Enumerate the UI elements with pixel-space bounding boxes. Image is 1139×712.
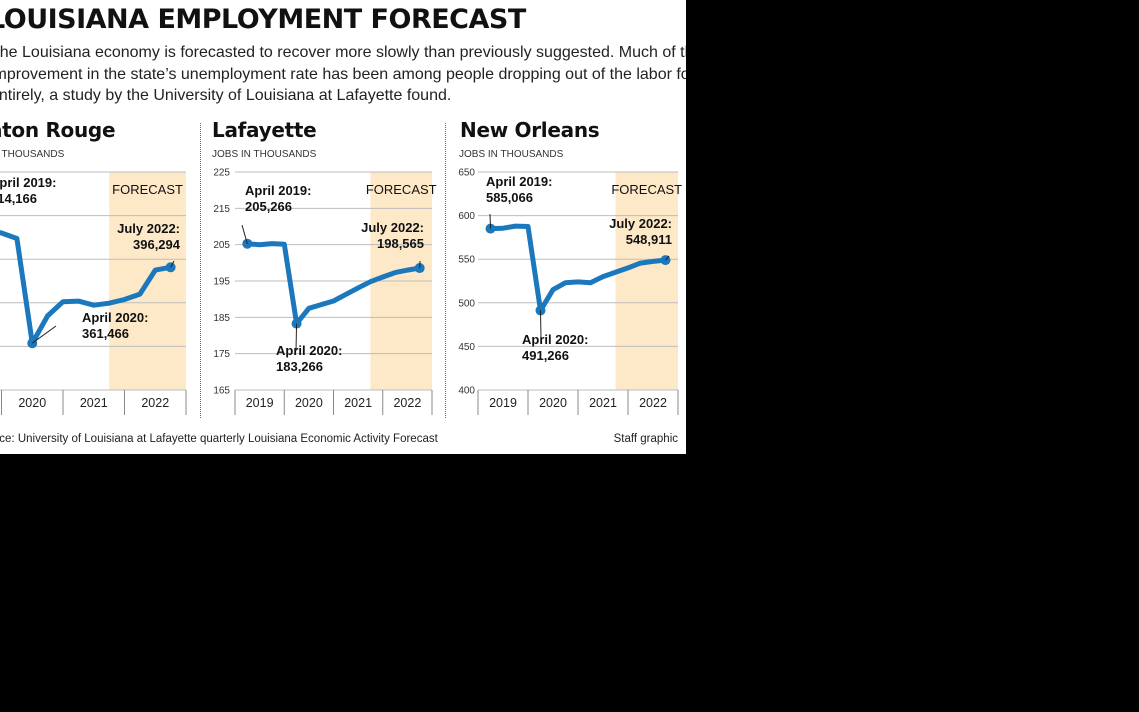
chart-panel-new-orleans: New Orleans JOBS IN THOUSANDS FORECAST 40… (445, 115, 686, 425)
forecast-label: FORECAST (112, 182, 183, 197)
panel-unit-label: JOBS IN THOUSANDS (459, 149, 564, 160)
data-label-date: July 2022: (361, 220, 424, 235)
label-connector (665, 255, 670, 261)
y-tick-label: 215 (213, 204, 230, 215)
chart-panel-lafayette: Lafayette JOBS IN THOUSANDS FORECAST 165 1… (200, 115, 445, 425)
data-label-date: April 2020: (522, 332, 588, 347)
data-label-value: 361,466 (82, 326, 129, 341)
subtitle-line: improvement in the state’s unemployment … (0, 65, 686, 83)
x-tick-label: 2019 (489, 396, 517, 410)
data-label: April 2019: 585,066 (486, 174, 552, 205)
x-tick-label: 2022 (639, 396, 667, 410)
x-tick-label: 2021 (80, 396, 108, 410)
label-connector (241, 224, 248, 244)
x-tick-label: 2022 (141, 396, 169, 410)
series-line (244, 241, 423, 327)
panel-title: New Orleans (460, 118, 600, 142)
x-tick-label: 2022 (393, 396, 421, 410)
panel-unit-label: JOBS IN THOUSANDS (212, 149, 317, 160)
y-tick-label: 400 (458, 386, 475, 397)
page-title: LOUISIANA EMPLOYMENT FORECAST (0, 4, 526, 35)
forecast-band (615, 172, 678, 390)
panel-title: Lafayette (212, 118, 317, 142)
data-point (414, 263, 425, 274)
employment-forecast-graphic: LOUISIANA EMPLOYMENT FORECAST The Louisi… (0, 0, 686, 454)
y-tick-label: 500 (458, 298, 475, 309)
data-label-value: 548,911 (626, 232, 672, 247)
data-label-date: July 2022: (117, 221, 180, 236)
data-label: April 2020: 361,466 (82, 310, 148, 341)
data-label-value: 585,066 (486, 190, 533, 205)
y-tick-label: 205 (213, 240, 230, 251)
chart-lafayette: FORECAST 165 175 185 195 205 215 225 2019 2020 202… (213, 168, 437, 415)
data-label: July 2022: 396,294 (117, 221, 181, 252)
x-tick-label: 2020 (18, 396, 46, 410)
data-label-date: July 2022: (609, 216, 672, 231)
series-line (0, 230, 174, 346)
subtitle-line: entirely, a study by the University of L… (0, 87, 452, 104)
x-tick-label: 2019 (246, 396, 274, 410)
chart-baton-rouge: FORECAST2019202020212022April 2019:414,1… (0, 171, 187, 415)
data-label: April 2020: 491,266 (522, 332, 588, 363)
chart-new-orleans: FORECAST 400 450 500 550 600 650 2019 2020 2021 20… (458, 168, 682, 415)
data-label-value: 491,266 (522, 348, 569, 363)
data-label-date: April 2019: (0, 175, 56, 190)
data-label-value: 396,294 (133, 237, 181, 252)
y-tick-label: 165 (213, 386, 230, 397)
data-label-date: April 2020: (276, 343, 342, 358)
panel-unit-label: JOBS IN THOUSANDS (0, 149, 65, 160)
label-connector (489, 213, 491, 229)
panel-divider (200, 123, 201, 418)
x-tick-label: 2021 (589, 396, 617, 410)
panel-title: Baton Rouge (0, 118, 116, 142)
data-label-value: 205,266 (245, 199, 292, 214)
y-tick-label: 650 (458, 168, 475, 179)
label-connector (540, 310, 542, 339)
subtitle-line: The Louisiana economy is forecasted to r… (0, 44, 686, 61)
data-label-value: 198,565 (377, 236, 424, 251)
label-connector (170, 260, 175, 268)
panel-divider (445, 123, 446, 418)
data-label: July 2022: 548,911 (609, 216, 672, 247)
staff-credit: Staff graphic (613, 433, 678, 445)
data-label: April 2019:414,166 (0, 175, 56, 206)
label-connector (295, 323, 298, 352)
forecast-label: FORECAST (366, 182, 437, 197)
y-tick-label: 195 (213, 277, 230, 288)
y-tick-label: 175 (213, 349, 230, 360)
forecast-label: FORECAST (611, 182, 682, 197)
label-connector (31, 325, 57, 344)
data-label-date: April 2019: (245, 183, 311, 198)
x-tick-label: 2021 (344, 396, 372, 410)
x-tick-label: 2020 (295, 396, 323, 410)
data-label-date: April 2020: (82, 310, 148, 325)
y-tick-label: 600 (458, 211, 475, 222)
y-tick-label: 550 (458, 255, 475, 266)
y-tick-label: 185 (213, 313, 230, 324)
data-label-date: April 2019: (486, 174, 552, 189)
data-label: July 2022: 198,565 (361, 220, 424, 251)
data-label-value: 183,266 (276, 359, 323, 374)
chart-panel-baton-rouge: Baton Rouge JOBS IN THOUSANDS FORECAST 20… (0, 115, 200, 425)
source-note: Source: University of Louisiana at Lafay… (0, 433, 438, 445)
y-tick-label: 225 (213, 168, 230, 179)
data-label: April 2020: 183,266 (276, 343, 342, 374)
data-label-value: 414,166 (0, 191, 37, 206)
data-label: April 2019: 205,266 (245, 183, 311, 214)
x-tick-label: 2020 (539, 396, 567, 410)
series-line (488, 223, 668, 313)
y-tick-label: 450 (458, 342, 475, 353)
page-subtitle: The Louisiana economy is forecasted to r… (0, 42, 686, 107)
